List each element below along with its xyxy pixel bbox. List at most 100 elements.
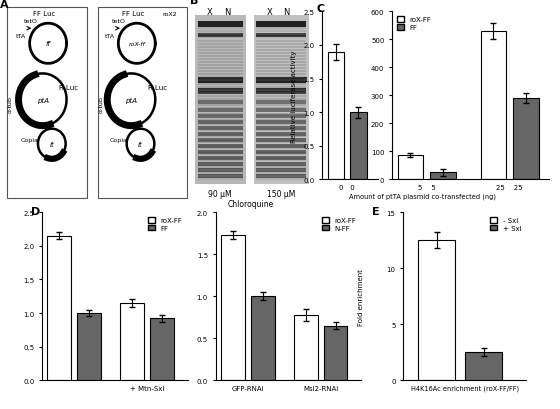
Text: X: X — [267, 8, 272, 17]
Text: ff: ff — [45, 41, 50, 47]
Bar — [198, 101, 244, 104]
Bar — [198, 151, 244, 153]
Text: R Luc: R Luc — [148, 85, 167, 91]
Bar — [198, 34, 244, 36]
Bar — [256, 71, 306, 73]
Bar — [430, 173, 456, 180]
Bar — [256, 59, 306, 61]
Legend: - Sxl, + Sxl: - Sxl, + Sxl — [489, 216, 523, 233]
Bar — [198, 92, 244, 94]
Bar — [198, 49, 244, 52]
Bar — [256, 145, 306, 148]
Bar — [256, 175, 306, 178]
Bar — [198, 133, 244, 135]
Bar — [256, 90, 306, 92]
Bar — [256, 157, 306, 159]
Text: Copia: Copia — [21, 138, 39, 143]
Bar — [256, 151, 306, 154]
Bar — [256, 120, 306, 122]
Bar — [256, 65, 306, 67]
Text: N: N — [224, 8, 231, 17]
Bar — [198, 47, 244, 49]
Bar — [198, 77, 244, 79]
Bar — [256, 22, 306, 28]
Bar — [256, 77, 306, 79]
Text: C: C — [316, 4, 325, 14]
Bar — [256, 126, 306, 128]
Bar — [198, 102, 244, 104]
Bar — [256, 96, 306, 98]
Bar — [198, 148, 244, 150]
Bar — [256, 109, 306, 112]
Bar — [198, 121, 244, 124]
Bar — [256, 62, 306, 64]
Text: R Luc: R Luc — [59, 85, 78, 91]
Bar — [198, 80, 244, 82]
Bar — [256, 74, 306, 76]
Bar — [256, 101, 306, 104]
Bar — [198, 145, 244, 147]
Bar — [256, 83, 306, 85]
Bar — [198, 129, 244, 131]
Bar — [256, 111, 306, 113]
Bar — [198, 126, 244, 128]
Bar — [98, 8, 186, 198]
Bar — [256, 169, 306, 173]
Text: roX-ff: roX-ff — [128, 42, 145, 47]
Bar — [256, 157, 306, 160]
Bar — [256, 175, 306, 178]
Bar — [324, 326, 348, 380]
Bar — [465, 353, 502, 380]
Bar — [198, 40, 244, 43]
Bar — [198, 108, 244, 110]
Bar — [251, 297, 275, 380]
Bar — [198, 59, 244, 61]
Bar — [198, 65, 244, 67]
Bar — [198, 163, 244, 166]
Bar — [256, 178, 306, 180]
Bar — [256, 145, 306, 147]
Bar — [256, 135, 306, 137]
Bar — [256, 160, 306, 162]
Bar — [198, 78, 244, 84]
Bar — [198, 62, 244, 64]
Text: X: X — [207, 8, 213, 17]
Bar — [256, 68, 306, 70]
Bar — [198, 169, 244, 171]
Bar — [198, 166, 244, 168]
Bar — [198, 154, 244, 156]
Bar — [256, 129, 306, 131]
Text: 90 μM: 90 μM — [208, 190, 232, 199]
Text: tTA: tTA — [16, 34, 26, 38]
Bar — [198, 135, 244, 137]
Text: B: B — [190, 0, 199, 6]
Bar — [256, 148, 306, 150]
Bar — [256, 47, 306, 49]
Text: tetO: tetO — [111, 19, 125, 24]
Bar — [198, 90, 244, 92]
Bar — [256, 139, 306, 142]
Bar — [398, 155, 423, 180]
Bar — [198, 109, 244, 112]
Bar — [198, 99, 244, 101]
Bar — [256, 89, 306, 94]
Bar — [256, 53, 306, 55]
Bar — [198, 22, 244, 28]
Y-axis label: Relative luciferase activity: Relative luciferase activity — [0, 250, 1, 343]
Bar — [47, 236, 71, 380]
Bar — [198, 74, 244, 76]
Bar — [256, 34, 306, 36]
Text: E: E — [372, 207, 380, 216]
Bar — [77, 313, 101, 380]
Text: roX2: roX2 — [162, 11, 178, 17]
Bar — [256, 80, 306, 82]
Bar — [256, 31, 306, 33]
Bar — [198, 178, 244, 180]
Bar — [198, 37, 244, 39]
Text: D: D — [31, 207, 40, 216]
Bar — [256, 142, 306, 144]
Bar — [198, 127, 244, 130]
Bar — [198, 43, 244, 45]
Bar — [198, 169, 244, 173]
Bar — [256, 115, 306, 118]
